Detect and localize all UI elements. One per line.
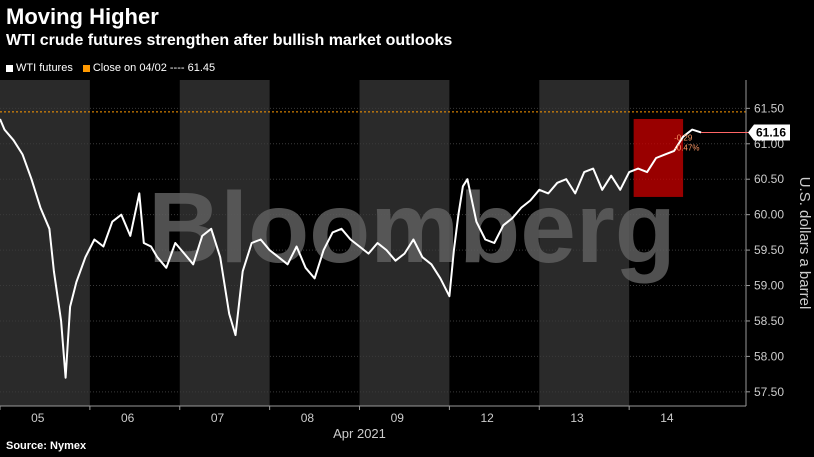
x-tick-label: 12: [480, 411, 494, 425]
x-axis-label: Apr 2021: [333, 426, 386, 441]
x-tick-label: 05: [31, 411, 45, 425]
y-tick-label: 59.00: [754, 279, 784, 293]
y-tick-label: 59.50: [754, 243, 784, 257]
legend: WTI futures Close on 04/02 ---- 61.45: [6, 62, 221, 74]
last-value-label: 61.16: [756, 125, 786, 139]
y-tick-label: 57.50: [754, 385, 784, 399]
x-tick-label: 06: [121, 411, 135, 425]
y-tick-label: 58.00: [754, 349, 784, 363]
x-tick-label: 07: [211, 411, 225, 425]
source-note: Source: Nymex: [6, 440, 87, 452]
legend-swatch-wti: [6, 64, 13, 72]
x-tick-label: 08: [301, 411, 315, 425]
legend-label-close: Close on 04/02 ---- 61.45: [92, 62, 216, 74]
day-band-13: [539, 80, 630, 406]
day-band-09: [359, 80, 450, 406]
change-label: -0.29: [674, 133, 693, 142]
bloomberg-watermark: Bloomberg: [148, 172, 676, 284]
y-tick-label: 61.50: [754, 101, 784, 115]
legend-item-wti: WTI futures: [6, 62, 73, 74]
x-tick-label: 09: [391, 411, 405, 425]
y-tick-label: 58.50: [754, 314, 784, 328]
day-band-05: [0, 80, 90, 406]
legend-label-wti: WTI futures: [16, 62, 73, 74]
y-tick-label: 60.50: [754, 172, 784, 186]
chart-subtitle: WTI crude futures strengthen after bulli…: [6, 32, 453, 49]
chart-title: Moving Higher: [6, 4, 159, 29]
x-tick-label: 13: [570, 411, 584, 425]
last-value-tag: [748, 124, 790, 141]
legend-item-close: Close on 04/02 ---- 61.45: [82, 62, 216, 74]
day-band-07: [179, 80, 270, 406]
change-pct-label: -0.47%: [674, 143, 699, 152]
y-tick-label: 60.00: [754, 208, 784, 222]
series-line-wti: [0, 118, 702, 379]
legend-swatch-close: [82, 64, 90, 72]
x-tick-label: 14: [660, 411, 674, 425]
y-axis-label: U.S. dollars a barrel: [796, 177, 813, 310]
